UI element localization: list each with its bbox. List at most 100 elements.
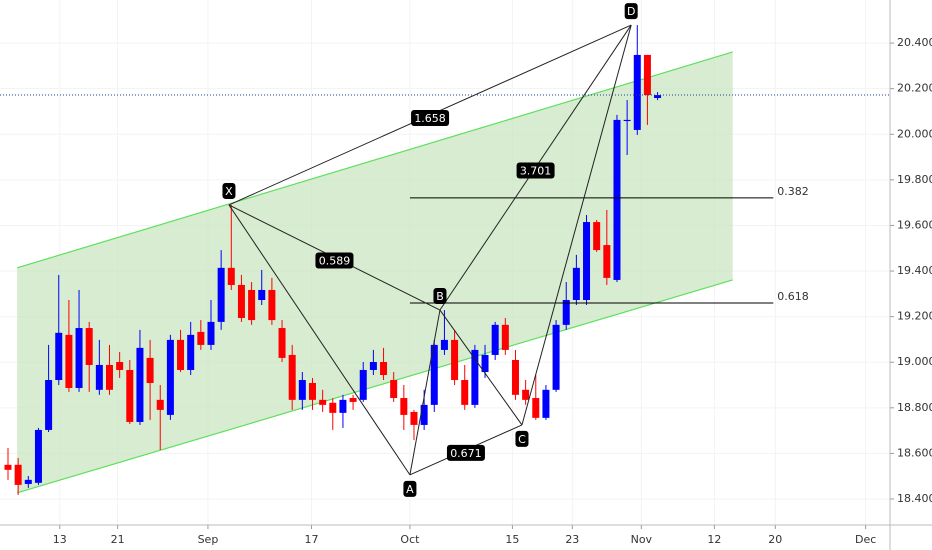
pattern-line [409, 309, 441, 475]
ratio-label: 3.701 [520, 165, 552, 178]
y-tick-label: 19.60000 [897, 218, 932, 231]
pattern-point-label-bg [222, 182, 236, 199]
candle-body [55, 332, 63, 381]
candle-body [237, 284, 245, 319]
ratio-label: 0.589 [319, 254, 351, 267]
ratio-label-bg [411, 110, 450, 127]
x-tick-label: 12 [707, 533, 721, 546]
candle-body [217, 267, 225, 322]
y-tick-label: 19.40000 [897, 264, 932, 277]
candle-body [440, 339, 448, 350]
candle-body [4, 464, 12, 470]
candle-body [643, 54, 651, 96]
candle-body [166, 339, 174, 415]
pattern-point-label: B [436, 290, 444, 303]
candle-body [45, 380, 53, 430]
candle-body [258, 289, 266, 300]
y-tick-label: 18.80000 [897, 401, 932, 414]
candle-body [562, 300, 570, 325]
candle-body [369, 362, 377, 370]
y-tick-label: 18.40000 [897, 492, 932, 505]
ratio-label-bg [446, 444, 485, 461]
candle-body [491, 324, 499, 355]
candle-body [400, 398, 408, 415]
y-tick-label: 20.40000 [897, 36, 932, 49]
candle-body [75, 328, 83, 388]
x-tick-label: 13 [53, 533, 67, 546]
x-tick-label: 17 [304, 533, 318, 546]
candle-body [430, 344, 438, 405]
candle-body [511, 359, 519, 395]
ratio-label-bg [516, 162, 555, 179]
candle-body [95, 364, 103, 390]
pattern-point-label-bg [433, 288, 447, 305]
candle-body [420, 404, 428, 425]
ratio-label: 1.658 [414, 112, 446, 125]
candle-body [552, 324, 560, 390]
pattern-point-label: D [627, 5, 635, 18]
candle-body [116, 362, 124, 370]
pattern-point-label-bg [515, 430, 529, 447]
candle-body [461, 380, 469, 405]
pattern-point-label-bg [624, 3, 638, 20]
candle-body [633, 54, 641, 130]
x-tick-label: 20 [768, 533, 782, 546]
channel-area [17, 51, 733, 493]
pattern-line [228, 204, 411, 476]
ratio-label-bg [315, 252, 354, 269]
candle-body [227, 267, 235, 285]
candle-body [34, 429, 42, 483]
pattern-line [521, 24, 632, 426]
candle-body [177, 339, 185, 370]
candle-body [65, 334, 73, 388]
candle-body [207, 321, 215, 345]
candle-body [613, 119, 621, 280]
ratio-label: 0.671 [450, 447, 482, 460]
x-tick-label: Sep [198, 533, 219, 546]
x-tick-label: Nov [631, 533, 653, 546]
candle-body [329, 402, 337, 413]
x-tick-label: 15 [505, 533, 519, 546]
candle-body [380, 362, 388, 375]
candle-body [349, 398, 357, 402]
candle-body [359, 369, 367, 400]
candle-body [339, 399, 347, 413]
candle-body [278, 328, 286, 358]
candle-body [105, 364, 113, 390]
candle-body [14, 464, 22, 485]
candle-body [288, 354, 296, 400]
candle-body [85, 328, 93, 365]
candle-body [522, 389, 530, 400]
candle-body [24, 479, 32, 484]
candle-body [542, 389, 550, 418]
y-tick-label: 20.20000 [897, 82, 932, 95]
channel-line [16, 279, 733, 494]
candle-body [623, 119, 631, 122]
candle-body [593, 222, 601, 251]
x-tick-label: 21 [111, 533, 125, 546]
candle-body [583, 222, 591, 300]
pattern-line [439, 309, 523, 426]
pattern-point-label-bg [403, 480, 417, 497]
candle-body [481, 354, 489, 373]
candle-body [471, 349, 479, 405]
candle-body [319, 399, 327, 405]
candle-body [248, 289, 256, 321]
candle-body [451, 339, 459, 381]
candle-body [197, 331, 205, 345]
candle-body [390, 380, 398, 399]
pattern-point-label: C [518, 433, 526, 446]
candle-body [268, 289, 276, 321]
fib-level-label: 0.382 [777, 185, 809, 198]
candle-body [308, 382, 316, 400]
y-tick-label: 19.80000 [897, 173, 932, 186]
candle-body [156, 399, 164, 410]
candle-body [136, 347, 144, 422]
candle-body [532, 398, 540, 418]
candle-body [126, 369, 134, 422]
y-tick-label: 20.00000 [897, 127, 932, 140]
x-tick-label: 23 [565, 533, 579, 546]
channel-line [16, 51, 733, 269]
x-tick-label: Dec [855, 533, 876, 546]
